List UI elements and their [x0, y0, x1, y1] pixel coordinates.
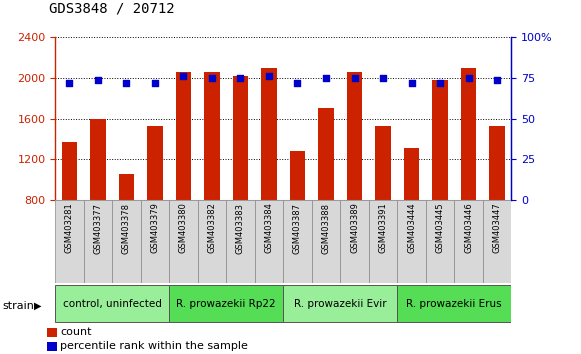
Text: control, uninfected: control, uninfected [63, 298, 162, 309]
Bar [454, 200, 483, 283]
Bar [284, 285, 397, 322]
Text: GSM403382: GSM403382 [207, 202, 217, 253]
Point [492, 77, 501, 82]
Bar [141, 200, 169, 283]
Bar [169, 200, 198, 283]
Point [179, 73, 188, 79]
Bar [483, 200, 511, 283]
Point [207, 75, 217, 81]
Bar [318, 108, 334, 200]
Text: GDS3848 / 20712: GDS3848 / 20712 [49, 2, 175, 16]
Point [435, 80, 444, 86]
Bar [232, 76, 248, 200]
Bar [147, 126, 163, 200]
Bar [47, 342, 57, 351]
Text: GSM403446: GSM403446 [464, 202, 473, 253]
Text: GSM403388: GSM403388 [321, 202, 331, 253]
Bar [47, 327, 57, 337]
Bar [62, 142, 77, 200]
Bar [347, 72, 363, 200]
Text: count: count [60, 327, 92, 337]
Text: GSM403387: GSM403387 [293, 202, 302, 253]
Text: GSM403384: GSM403384 [264, 202, 274, 253]
Bar [119, 173, 134, 200]
Bar [312, 200, 340, 283]
Text: GSM403444: GSM403444 [407, 202, 416, 253]
Bar [55, 200, 84, 283]
Bar [432, 80, 448, 200]
Text: GSM403383: GSM403383 [236, 202, 245, 253]
Point [264, 73, 274, 79]
Text: GSM403281: GSM403281 [65, 202, 74, 253]
Bar [198, 200, 226, 283]
Bar [461, 68, 476, 200]
Point [321, 75, 331, 81]
Point [65, 80, 74, 86]
Bar [204, 72, 220, 200]
Text: R. prowazekii Erus: R. prowazekii Erus [407, 298, 502, 309]
Text: percentile rank within the sample: percentile rank within the sample [60, 342, 248, 352]
Point [236, 75, 245, 81]
Bar [426, 200, 454, 283]
Text: GSM403379: GSM403379 [150, 202, 159, 253]
Text: GSM403378: GSM403378 [122, 202, 131, 253]
Point [293, 80, 302, 86]
Bar [175, 72, 191, 200]
Bar [226, 200, 254, 283]
Text: GSM403391: GSM403391 [378, 202, 388, 253]
Bar [55, 285, 169, 322]
Text: R. prowazekii Evir: R. prowazekii Evir [294, 298, 386, 309]
Text: GSM403389: GSM403389 [350, 202, 359, 253]
Bar [290, 151, 306, 200]
Bar [375, 126, 391, 200]
Bar [261, 68, 277, 200]
Point [150, 80, 160, 86]
Bar [397, 285, 511, 322]
Point [407, 80, 416, 86]
Point [378, 75, 388, 81]
Point [122, 80, 131, 86]
Bar [90, 119, 106, 200]
Bar [340, 200, 369, 283]
Bar [254, 200, 284, 283]
Text: ▶: ▶ [34, 301, 41, 311]
Text: GSM403380: GSM403380 [179, 202, 188, 253]
Text: GSM403445: GSM403445 [436, 202, 444, 253]
Text: R. prowazekii Rp22: R. prowazekii Rp22 [177, 298, 276, 309]
Bar [397, 200, 426, 283]
Bar [404, 148, 419, 200]
Point [464, 75, 473, 81]
Bar [112, 200, 141, 283]
Point [94, 77, 103, 82]
Text: GSM403377: GSM403377 [94, 202, 102, 253]
Text: GSM403447: GSM403447 [493, 202, 501, 253]
Bar [369, 200, 397, 283]
Bar [84, 200, 112, 283]
Bar [284, 200, 312, 283]
Bar [489, 126, 505, 200]
Bar [169, 285, 284, 322]
Point [350, 75, 359, 81]
Text: strain: strain [3, 301, 35, 311]
